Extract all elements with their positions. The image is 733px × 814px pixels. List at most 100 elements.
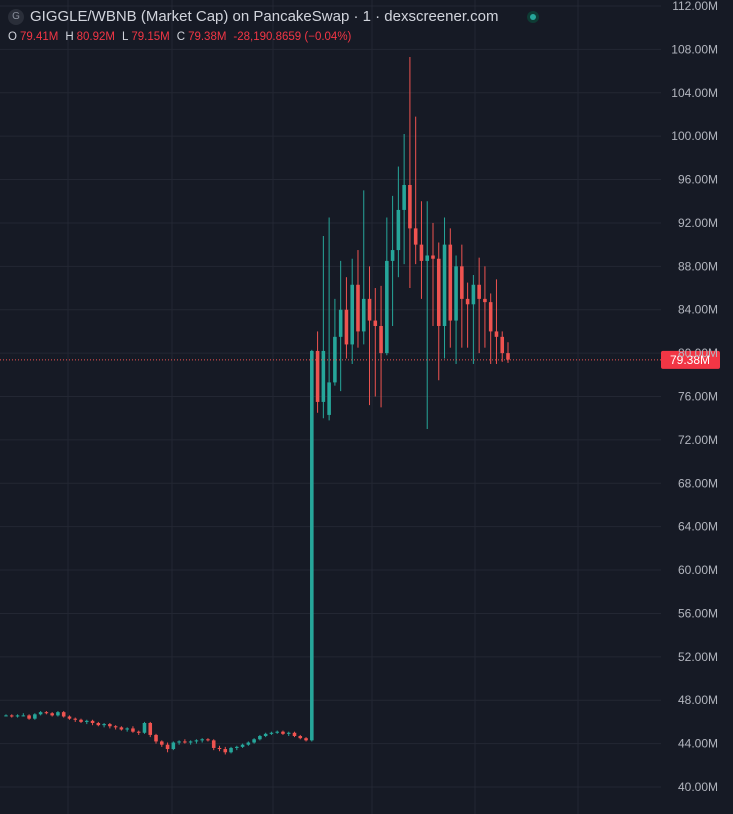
high-value: 80.92M xyxy=(76,31,115,43)
candle-body xyxy=(385,260,389,354)
price-tick-label: 96.00M xyxy=(678,173,718,187)
candle-body xyxy=(246,742,251,745)
candle-body xyxy=(102,724,106,726)
current-price-line: 79.38M xyxy=(0,350,720,369)
candle-body xyxy=(304,738,308,741)
candle-body xyxy=(252,739,256,743)
candle-body xyxy=(177,741,181,743)
candle-body xyxy=(206,739,210,741)
candle-body xyxy=(38,712,43,715)
candle-body xyxy=(361,298,366,332)
current-price-label: 79.38M xyxy=(670,353,710,367)
candle-body xyxy=(442,244,447,326)
candle-body xyxy=(431,255,435,259)
candle-body xyxy=(483,298,487,303)
price-tick-label: 44.00M xyxy=(678,737,718,751)
price-tick-label: 52.00M xyxy=(678,650,718,664)
price-tick-label: 100.00M xyxy=(671,129,718,143)
price-tick-label: 108.00M xyxy=(671,42,718,56)
candle-body xyxy=(217,747,222,750)
close-value: 79.38M xyxy=(188,31,227,43)
price-tick-label: 48.00M xyxy=(678,693,718,707)
candle-body xyxy=(448,244,453,321)
candle-body xyxy=(258,736,262,740)
candle-body xyxy=(223,749,228,753)
candle-body xyxy=(321,350,326,402)
price-tick-label: 72.00M xyxy=(678,433,718,447)
candle-body xyxy=(408,184,412,229)
price-tick-label: 92.00M xyxy=(678,216,718,230)
candle-body xyxy=(21,715,26,717)
live-status-icon xyxy=(527,11,539,23)
candle-body xyxy=(373,320,378,326)
candle-body xyxy=(494,331,499,337)
candle-body xyxy=(61,712,66,717)
candle-body xyxy=(506,353,510,360)
candle-body xyxy=(131,728,135,732)
candle-body xyxy=(119,727,124,730)
candle-body xyxy=(500,336,505,354)
price-tick-label: 84.00M xyxy=(678,303,718,317)
price-tick-label: 40.00M xyxy=(678,780,718,794)
candle-body xyxy=(27,715,31,719)
candle-body xyxy=(50,713,54,716)
grid-lines xyxy=(0,0,661,814)
chart-title: GIGGLE/WBNB (Market Cap) on PancakeSwap … xyxy=(30,8,499,25)
price-axis[interactable]: 112.00M 108.00M 104.00M 100.00M 96.00M 92.00M… xyxy=(671,0,718,794)
current-price-badge xyxy=(661,350,720,369)
candle-body xyxy=(413,228,418,245)
candle-body xyxy=(310,350,314,741)
candle-body xyxy=(269,732,274,734)
price-tick-label: 112.00M xyxy=(672,0,718,13)
candle-body xyxy=(350,284,354,345)
token-logo-icon: G xyxy=(8,8,24,25)
price-tick-label: 56.00M xyxy=(678,606,718,620)
candle-body xyxy=(90,720,95,724)
candle-body xyxy=(367,298,372,321)
candle-body xyxy=(4,715,8,717)
price-tick-label: 88.00M xyxy=(678,259,718,273)
price-tick-label: 64.00M xyxy=(678,520,718,534)
candle-body xyxy=(160,741,164,745)
candle-body xyxy=(315,350,320,402)
open-label: O xyxy=(8,31,17,43)
candle-body xyxy=(292,732,297,737)
open-value: 79.41M xyxy=(19,31,59,43)
candle-body xyxy=(229,747,233,753)
candle-body xyxy=(477,284,481,299)
price-tick-label: 104.00M xyxy=(671,86,718,100)
candles xyxy=(4,56,510,755)
candle-body xyxy=(338,309,343,337)
price-tick-label: 68.00M xyxy=(678,476,718,490)
chart-header: G GIGGLE/WBNB (Market Cap) on PancakeSwa… xyxy=(8,8,499,25)
candle-body xyxy=(142,723,147,733)
candle-body xyxy=(84,720,89,722)
candle-body xyxy=(44,712,49,714)
candle-body xyxy=(15,715,20,717)
price-tick-label: 80.00M xyxy=(678,346,718,360)
candle-body xyxy=(96,723,101,726)
change-value: -28,190.8659 (−0.04%) xyxy=(233,31,352,43)
candle-body xyxy=(194,740,199,742)
candle-body xyxy=(240,744,245,747)
candle-body xyxy=(488,302,493,332)
candle-body xyxy=(419,244,424,261)
candle-body xyxy=(183,741,187,743)
candle-body xyxy=(286,732,291,734)
candle-body xyxy=(136,731,141,733)
candle-body xyxy=(425,255,430,261)
candle-body xyxy=(200,739,204,741)
candle-body xyxy=(465,298,470,305)
candle-body xyxy=(471,284,476,305)
candle-body xyxy=(79,719,83,722)
low-label: L xyxy=(121,31,129,43)
candle-body xyxy=(396,209,401,251)
candle-body xyxy=(154,734,158,742)
candle-body xyxy=(298,736,303,739)
high-label: H xyxy=(65,31,74,43)
candle-body xyxy=(327,382,331,415)
candle-body xyxy=(263,733,268,737)
candle-body xyxy=(454,266,458,321)
candle-body xyxy=(73,718,78,720)
